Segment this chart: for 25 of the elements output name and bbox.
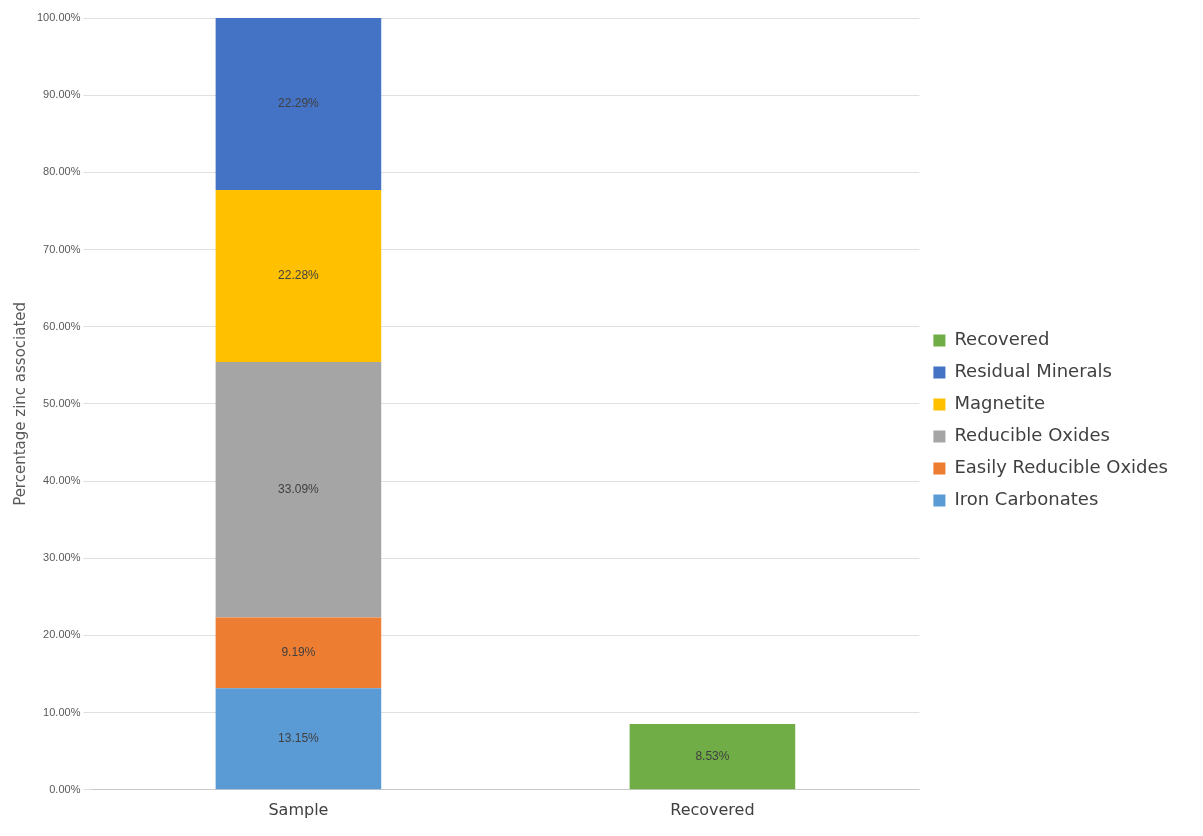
y-axis-title: Percentage zinc associated <box>10 301 29 506</box>
y-tick-label: 60.00% <box>43 319 81 332</box>
data-label: 9.19% <box>281 645 316 660</box>
y-tick-label: 90.00% <box>43 88 81 101</box>
data-label: 13.15% <box>278 731 320 746</box>
legend-label: Magnetite <box>954 392 1046 414</box>
legend-label: Reducible Oxides <box>954 424 1110 446</box>
y-tick-label: 0.00% <box>49 782 81 795</box>
y-tick-label: 80.00% <box>43 165 81 178</box>
y-tick-label: 70.00% <box>43 242 81 255</box>
x-tick-label: Sample <box>268 799 329 819</box>
y-tick-label: 10.00% <box>43 705 81 718</box>
data-label: 33.09% <box>278 482 320 496</box>
legend-label: Iron Carbonates <box>954 488 1099 510</box>
y-tick-label: 50.00% <box>43 396 81 409</box>
y-tick-label: 100.00% <box>36 11 81 24</box>
y-tick-label: 40.00% <box>43 474 81 487</box>
legend-label: Easily Reducible Oxides <box>954 456 1169 478</box>
y-tick-label: 30.00% <box>43 551 81 564</box>
legend-label: Residual Minerals <box>954 360 1112 382</box>
data-label: 22.28% <box>278 268 320 283</box>
legend-label: Recovered <box>954 328 1050 350</box>
y-tick-label: 20.00% <box>43 628 81 641</box>
data-label: 22.29% <box>278 96 320 111</box>
data-label: 8.53% <box>695 748 730 763</box>
